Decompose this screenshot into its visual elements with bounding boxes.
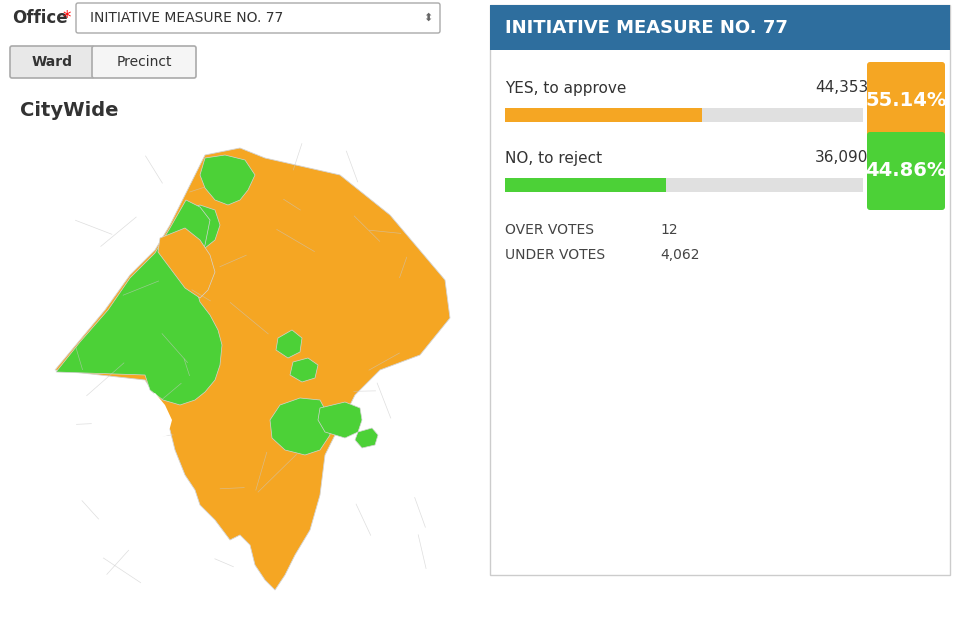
FancyBboxPatch shape xyxy=(92,46,196,78)
Bar xyxy=(505,178,665,192)
Text: Ward: Ward xyxy=(32,55,73,69)
Text: OVER VOTES: OVER VOTES xyxy=(505,223,594,237)
FancyBboxPatch shape xyxy=(490,5,950,575)
Bar xyxy=(490,5,950,50)
Text: UNDER VOTES: UNDER VOTES xyxy=(505,248,605,262)
Text: 44.86%: 44.86% xyxy=(865,161,947,181)
Text: Office: Office xyxy=(12,9,67,27)
Polygon shape xyxy=(55,148,450,590)
Polygon shape xyxy=(355,428,378,448)
Polygon shape xyxy=(158,228,215,298)
FancyBboxPatch shape xyxy=(867,62,945,140)
Bar xyxy=(505,178,863,192)
Text: ⬍: ⬍ xyxy=(423,13,433,23)
Polygon shape xyxy=(180,205,220,248)
Text: 55.14%: 55.14% xyxy=(865,91,947,111)
Text: 12: 12 xyxy=(660,223,678,237)
Text: *: * xyxy=(62,9,70,27)
Text: Precinct: Precinct xyxy=(116,55,172,69)
Text: 4,062: 4,062 xyxy=(660,248,700,262)
FancyBboxPatch shape xyxy=(76,3,440,33)
Text: INITIATIVE MEASURE NO. 77: INITIATIVE MEASURE NO. 77 xyxy=(505,19,788,37)
Polygon shape xyxy=(290,358,318,382)
Polygon shape xyxy=(270,398,330,455)
Text: CityWide: CityWide xyxy=(20,101,118,119)
Polygon shape xyxy=(318,402,362,438)
Polygon shape xyxy=(276,330,302,358)
Text: NO, to reject: NO, to reject xyxy=(505,151,602,166)
Bar xyxy=(505,108,703,122)
Text: 44,353: 44,353 xyxy=(815,81,868,96)
FancyBboxPatch shape xyxy=(867,132,945,210)
Polygon shape xyxy=(200,155,255,205)
Polygon shape xyxy=(56,200,222,405)
FancyBboxPatch shape xyxy=(10,46,94,78)
Text: INITIATIVE MEASURE NO. 77: INITIATIVE MEASURE NO. 77 xyxy=(90,11,283,25)
Text: YES, to approve: YES, to approve xyxy=(505,81,626,96)
Text: 36,090: 36,090 xyxy=(815,151,869,166)
Bar xyxy=(505,108,863,122)
Polygon shape xyxy=(145,393,172,440)
